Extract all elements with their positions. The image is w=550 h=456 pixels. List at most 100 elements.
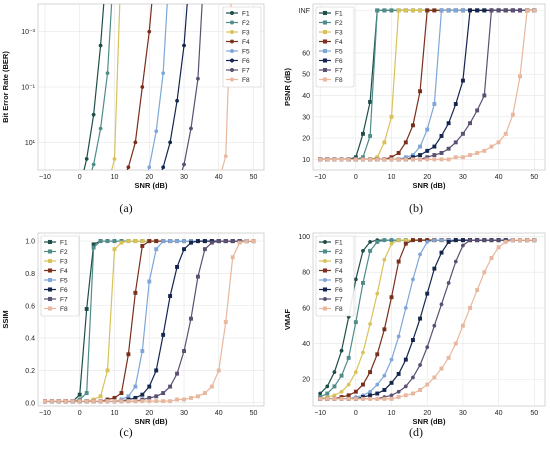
data-point-F8 [482, 270, 487, 275]
legend-marker [47, 296, 53, 302]
data-point-F3 [112, 247, 117, 252]
data-point-F6 [446, 239, 451, 244]
data-point-F3 [106, 185, 109, 188]
data-point-F1 [91, 112, 96, 117]
data-point-F8 [518, 238, 522, 243]
data-point-F8 [496, 140, 501, 145]
data-point-F1 [353, 277, 358, 282]
data-point-F7 [432, 323, 437, 328]
legend-marker [229, 10, 235, 16]
data-point-F6 [113, 188, 116, 191]
data-point-F4 [353, 389, 358, 394]
data-point-F8 [418, 387, 423, 392]
data-point-F8 [50, 188, 53, 191]
data-point-F7 [518, 8, 522, 13]
legend-marker [322, 58, 328, 63]
data-point-F8 [325, 157, 330, 162]
legend-label: F5 [60, 277, 68, 284]
data-point-F7 [475, 108, 480, 113]
data-point-F4 [346, 393, 351, 398]
data-point-F8 [510, 238, 515, 243]
data-point-F8 [475, 288, 480, 293]
series-F3 [71, 4, 121, 191]
x-tick-label: −10 [39, 410, 51, 417]
legend-marker [322, 10, 328, 16]
data-point-F7 [168, 384, 173, 389]
data-point-F8 [403, 157, 408, 162]
data-point-F8 [147, 399, 152, 404]
data-point-F8 [154, 399, 159, 404]
x-tick-label: 10 [111, 410, 119, 417]
data-point-F6 [78, 188, 81, 191]
data-point-F7 [85, 188, 88, 191]
data-point-F7 [195, 274, 200, 279]
data-point-F8 [410, 391, 415, 396]
legend-item-F3: F3 [44, 258, 68, 265]
data-point-F6 [389, 380, 394, 385]
data-point-F3 [85, 188, 88, 191]
data-point-F4 [432, 8, 437, 13]
legend-item-F6: F6 [226, 58, 250, 65]
legend-marker [322, 48, 328, 54]
data-point-F6 [64, 188, 67, 191]
legend-item-F4: F4 [226, 39, 250, 46]
data-point-F5 [460, 8, 465, 13]
data-point-F6 [382, 387, 387, 392]
data-point-F1 [84, 156, 89, 161]
data-point-F7 [453, 259, 458, 264]
data-point-F5 [396, 334, 401, 339]
y-tick-label: 40 [302, 341, 310, 348]
data-point-F3 [353, 370, 358, 375]
data-point-F2 [375, 239, 380, 244]
data-point-F4 [154, 239, 159, 244]
data-point-F6 [432, 266, 437, 271]
x-tick-label: 40 [215, 410, 223, 417]
data-point-F3 [375, 291, 380, 296]
data-point-F4 [403, 241, 408, 246]
data-point-F6 [425, 291, 430, 296]
legend-marker [322, 287, 328, 292]
y-axis-label: SSIM [1, 310, 10, 328]
plot-series-group [318, 238, 537, 401]
legend-marker [322, 277, 328, 283]
data-point-F8 [119, 399, 124, 404]
data-point-F8 [460, 155, 465, 160]
data-point-F7 [175, 371, 180, 376]
data-point-F4 [396, 151, 401, 155]
legend-item-F4: F4 [319, 268, 343, 275]
legend-marker [47, 277, 53, 283]
data-point-F8 [251, 239, 256, 244]
data-point-F3 [126, 239, 131, 244]
legend-item-F5: F5 [319, 277, 343, 284]
data-point-F6 [161, 332, 166, 337]
data-point-F5 [168, 239, 173, 244]
data-point-F4 [418, 238, 423, 243]
data-point-F4 [85, 188, 88, 191]
data-point-F8 [339, 157, 344, 162]
data-point-F8 [368, 396, 373, 401]
data-point-F8 [396, 395, 401, 400]
legend-marker [322, 239, 328, 245]
data-point-F4 [382, 327, 387, 332]
data-point-F3 [389, 241, 394, 246]
data-point-F3 [389, 114, 394, 119]
data-point-F6 [161, 165, 166, 170]
data-point-F8 [318, 396, 323, 401]
data-point-F6 [460, 78, 465, 83]
data-point-F8 [503, 239, 508, 244]
legend-label: F7 [60, 296, 68, 303]
data-point-F4 [147, 239, 152, 244]
data-point-F6 [410, 338, 415, 342]
legend-label: F8 [60, 306, 68, 313]
data-point-F8 [64, 188, 67, 191]
data-point-F5 [113, 188, 116, 191]
data-point-F1 [361, 131, 365, 136]
data-point-F1 [339, 348, 344, 353]
data-point-F5 [439, 238, 444, 243]
data-point-F5 [425, 239, 430, 244]
y-tick-label: 40 [302, 93, 310, 100]
data-point-F3 [71, 188, 74, 191]
data-point-F5 [182, 239, 186, 244]
data-point-F2 [339, 373, 344, 378]
data-point-F7 [439, 302, 444, 307]
